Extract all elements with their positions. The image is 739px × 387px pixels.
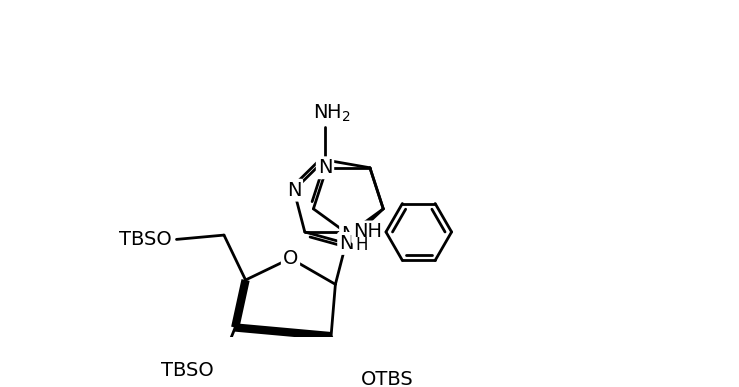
Text: NH$_2$: NH$_2$: [313, 102, 350, 123]
Text: N: N: [341, 225, 355, 244]
Text: N: N: [287, 181, 302, 200]
Text: N: N: [318, 158, 333, 177]
Text: N: N: [339, 234, 354, 253]
Text: TBSO: TBSO: [120, 230, 172, 249]
Text: TBSO: TBSO: [161, 361, 214, 380]
Text: NH: NH: [353, 223, 382, 241]
Text: OTBS: OTBS: [361, 370, 414, 387]
Text: H: H: [355, 236, 368, 254]
Text: O: O: [283, 249, 298, 268]
